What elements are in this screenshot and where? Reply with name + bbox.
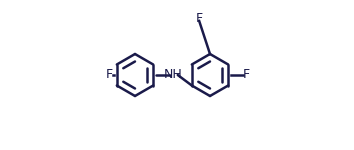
Text: F: F bbox=[106, 69, 113, 81]
Text: F: F bbox=[196, 12, 203, 24]
Text: NH: NH bbox=[164, 69, 183, 81]
Text: F: F bbox=[243, 69, 250, 81]
